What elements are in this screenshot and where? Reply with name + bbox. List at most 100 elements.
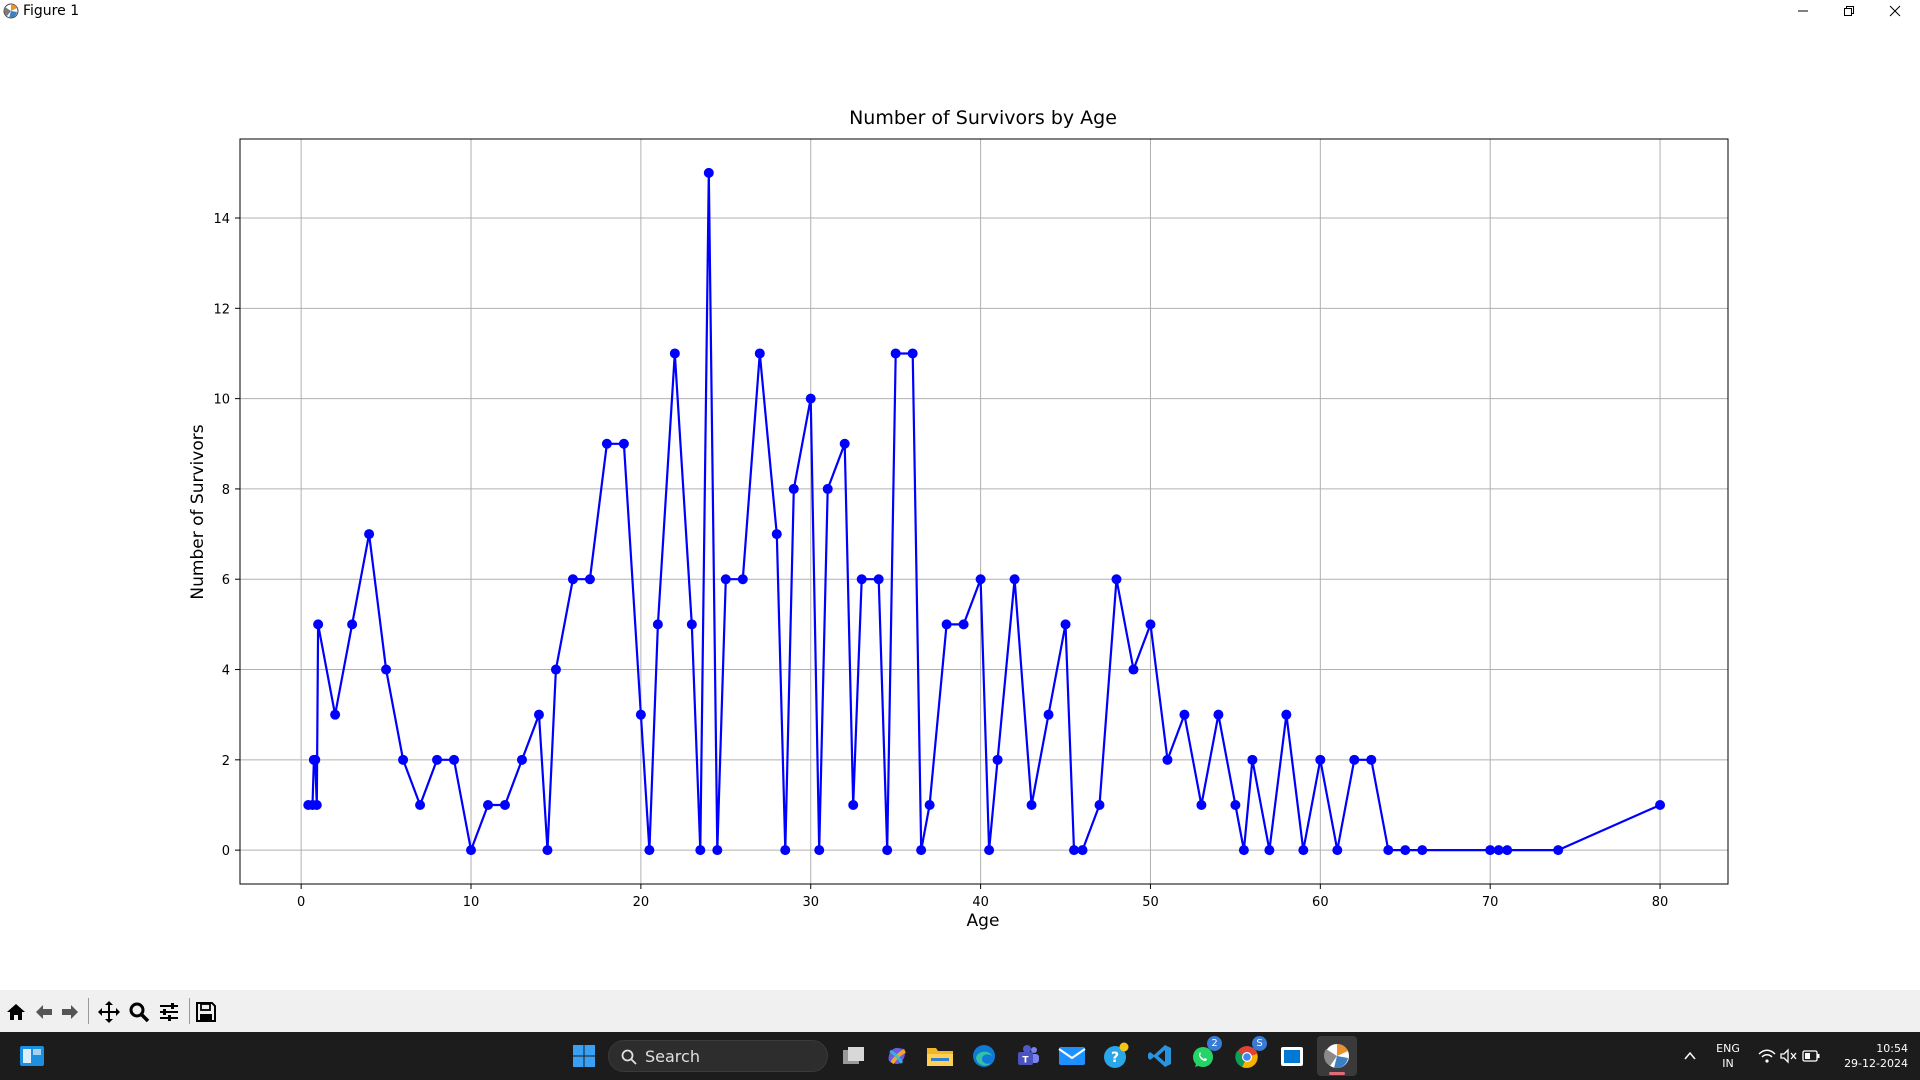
teams-icon: T — [1018, 1045, 1039, 1066]
forward-icon — [62, 1005, 78, 1019]
pan-icon — [98, 1001, 120, 1023]
grid — [240, 139, 1728, 884]
data-point — [890, 348, 901, 359]
back-icon — [36, 1005, 52, 1019]
task-view-button[interactable] — [838, 1040, 870, 1072]
vscode-icon — [1148, 1045, 1171, 1067]
svg-text:?: ? — [1111, 1050, 1119, 1066]
data-point — [1145, 619, 1156, 630]
file-explorer-button[interactable] — [924, 1040, 956, 1072]
windows-start-icon — [573, 1045, 595, 1067]
data-point — [415, 799, 426, 810]
python-figure-button[interactable] — [1317, 1036, 1357, 1076]
minimize-button[interactable] — [1780, 0, 1826, 22]
figure-canvas[interactable]: 0 10 20 30 40 50 60 70 80 0 2 4 6 8 10 12 14 Number of S… — [0, 22, 1920, 990]
vscode-button[interactable] — [1144, 1040, 1176, 1072]
data-point — [924, 799, 935, 810]
data-point — [814, 845, 825, 856]
zoom-icon — [129, 1002, 150, 1023]
data-point — [550, 664, 561, 675]
data-point — [771, 529, 782, 540]
close-button[interactable] — [1872, 0, 1918, 22]
data-point — [720, 574, 731, 585]
y-axis-label: Number of Survivors — [188, 424, 208, 599]
data-point — [1179, 709, 1190, 720]
x-tick-label: 30 — [802, 895, 819, 910]
mail-button[interactable] — [1056, 1040, 1088, 1072]
y-tick-label: 14 — [213, 212, 230, 227]
data-point — [1162, 754, 1173, 765]
edge-button[interactable] — [968, 1040, 1000, 1072]
configure-subplots-button[interactable] — [156, 999, 182, 1025]
back-button[interactable] — [31, 999, 57, 1025]
active-app-indicator — [1329, 1072, 1345, 1075]
pan-button[interactable] — [96, 999, 122, 1025]
language-code: ENG — [1716, 1042, 1740, 1055]
restore-button[interactable] — [1826, 0, 1872, 22]
data-point — [347, 619, 358, 630]
x-tick-label: 50 — [1142, 895, 1159, 910]
show-hidden-icons-button[interactable] — [1674, 1040, 1706, 1072]
y-tick-label: 6 — [222, 573, 230, 588]
data-point — [449, 754, 460, 765]
taskbar-search[interactable]: Search — [608, 1040, 828, 1072]
clock[interactable]: 10:54 29-12-2024 — [1826, 1040, 1908, 1072]
home-button[interactable] — [3, 999, 29, 1025]
window-titlebar: Figure 1 — [0, 0, 1920, 22]
data-point — [984, 845, 995, 856]
x-tick-label: 60 — [1312, 895, 1329, 910]
data-point — [533, 709, 544, 720]
widgets-icon — [20, 1046, 44, 1066]
wifi-icon — [1758, 1049, 1776, 1063]
data-point — [618, 438, 629, 449]
data-point — [1128, 664, 1139, 675]
data-point — [703, 167, 714, 178]
data-point — [848, 799, 859, 810]
system-status-tray[interactable] — [1756, 1044, 1820, 1068]
teams-button[interactable]: T — [1012, 1040, 1044, 1072]
chart-title: Number of Survivors by Age — [849, 107, 1117, 129]
search-label: Search — [645, 1047, 700, 1066]
toolbar-separator — [189, 998, 190, 1024]
data-point — [941, 619, 952, 630]
clock-date: 29-12-2024 — [1844, 1057, 1908, 1070]
data-point — [1247, 754, 1258, 765]
data-point — [1493, 845, 1504, 856]
data-point — [1366, 754, 1377, 765]
window-title: Figure 1 — [23, 3, 80, 19]
copilot-button[interactable] — [881, 1040, 913, 1072]
data-point — [1230, 799, 1241, 810]
store-button[interactable] — [1276, 1040, 1308, 1072]
data-point — [1094, 799, 1105, 810]
language-indicator[interactable]: ENG IN — [1712, 1040, 1744, 1072]
clock-time: 10:54 — [1876, 1042, 1908, 1055]
forward-button[interactable] — [57, 999, 83, 1025]
data-point — [483, 799, 493, 810]
save-button[interactable] — [193, 999, 219, 1025]
data-point — [1553, 845, 1564, 856]
data-point — [916, 845, 927, 856]
widgets-button[interactable] — [16, 1040, 48, 1072]
data-point — [1298, 845, 1309, 856]
axis-ticks: 0 10 20 30 40 50 60 70 80 0 2 4 6 8 10 12 14 — [213, 212, 1668, 910]
volume-muted-icon — [1780, 1048, 1797, 1064]
start-button[interactable] — [568, 1040, 600, 1072]
whatsapp-button[interactable]: 2 — [1188, 1036, 1222, 1072]
y-tick-label: 12 — [213, 302, 230, 317]
data-point — [310, 754, 321, 765]
data-point — [1077, 845, 1088, 856]
y-tick-label: 8 — [222, 483, 230, 498]
data-point — [1400, 845, 1411, 856]
series-markers — [303, 167, 1666, 856]
help-button[interactable]: ? — [1100, 1040, 1132, 1072]
data-point — [1026, 799, 1037, 810]
data-point — [330, 709, 341, 720]
data-point — [1332, 845, 1343, 856]
chrome-button[interactable]: S — [1232, 1036, 1267, 1072]
data-point — [882, 845, 893, 856]
data-point — [1485, 845, 1496, 856]
configure-subplots-icon — [160, 1003, 178, 1021]
data-point — [1213, 709, 1224, 720]
zoom-button[interactable] — [126, 999, 152, 1025]
search-icon — [621, 1049, 637, 1065]
